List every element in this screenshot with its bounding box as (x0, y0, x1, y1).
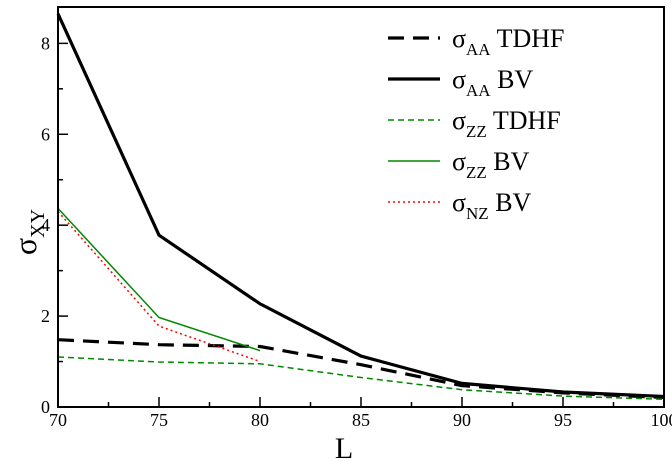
x-tick-label: 90 (453, 410, 471, 430)
x-tick-label: 85 (352, 410, 370, 430)
legend-entry-1: σAA TDHF (452, 24, 565, 59)
series-line-3 (57, 356, 665, 401)
series-line-2 (56, 13, 665, 399)
x-tick-label: 75 (150, 410, 168, 430)
legend-symbol: σ (452, 24, 466, 53)
series-layer (56, 13, 665, 401)
legend-symbol: σ (452, 65, 466, 94)
y-tick-label: 2 (41, 306, 50, 326)
series-line-1 (57, 338, 665, 400)
legend-entry-2: σAA BV (452, 65, 533, 100)
y-tick-label: 8 (41, 33, 50, 53)
legend-entry-4: σZZ BV (452, 147, 530, 182)
y-tick-label: 0 (41, 397, 50, 417)
series-line-5 (57, 211, 261, 363)
legend-suffix: TDHF (491, 24, 565, 53)
legend-suffix: BV (489, 188, 532, 217)
legend-subscript: ZZ (466, 122, 487, 141)
ticks-layer: 70 75 80 85 90 95 100 0 2 4 6 8 (41, 33, 672, 430)
legend-subscript: NZ (466, 204, 489, 223)
x-tick-label: 100 (651, 410, 672, 430)
legend-subscript: ZZ (466, 163, 487, 182)
series-line-4 (57, 207, 261, 352)
x-axis-label: L (335, 432, 353, 461)
legend-subscript: AA (466, 40, 491, 59)
x-tick-label: 95 (554, 410, 572, 430)
legend-subscript: AA (466, 81, 491, 100)
x-tick-label: 70 (49, 410, 67, 430)
legend-symbol: σ (452, 188, 466, 217)
legend-suffix: BV (491, 65, 534, 94)
y-tick-label: 4 (41, 215, 50, 235)
x-tick-label: 80 (251, 410, 269, 430)
legend-symbol: σ (452, 147, 466, 176)
y-axis-label-symbol: σ (7, 238, 43, 255)
legend-entry-3: σZZ TDHF (452, 106, 561, 141)
legend-entry-5: σNZ BV (452, 188, 532, 223)
y-tick-label: 6 (41, 124, 50, 144)
y-axis-label-subscript: XY (27, 209, 49, 238)
legend-suffix: TDHF (487, 106, 561, 135)
legend-symbol: σ (452, 106, 466, 135)
y-axis-label: σXY (7, 209, 49, 255)
legend-suffix: BV (487, 147, 530, 176)
plot-frame (57, 6, 665, 408)
